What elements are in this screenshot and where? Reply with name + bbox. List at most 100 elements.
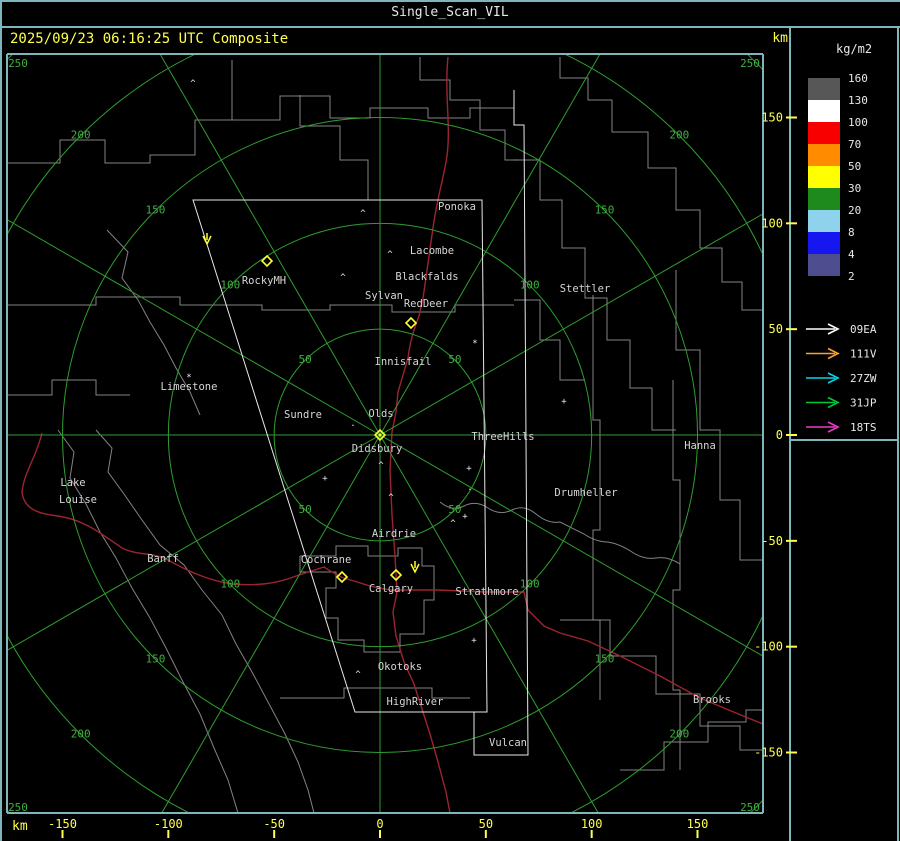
storm-motion-arrow [410, 561, 420, 574]
site-marker: ^ [388, 493, 394, 503]
ring-distance-label: 100 [520, 578, 540, 591]
legend-scale-value: 30 [848, 182, 861, 195]
right-axis-tick-label: 50 [769, 322, 783, 336]
bottom-axis-tick-label: -150 [48, 817, 77, 831]
site-marker: ^ [378, 461, 384, 471]
town-label: ThreeHills [471, 431, 534, 443]
county-boundary [232, 95, 514, 121]
town-label: Lake [60, 477, 85, 489]
legend-scale-value: 4 [848, 248, 855, 261]
storm-motion-arrow [202, 233, 212, 246]
radial-line [8, 434, 381, 651]
radar-site-marker [373, 428, 387, 442]
legend-color-block [808, 122, 840, 144]
right-axis-tick-label: -100 [754, 640, 783, 654]
town-label: RedDeer [404, 298, 448, 310]
radial-line [379, 434, 762, 657]
legend-scale-value: 50 [848, 160, 861, 173]
county-boundary [620, 709, 762, 771]
ring-distance-label: 250 [8, 801, 28, 814]
county-boundary [8, 379, 130, 396]
radar-id-arrow [806, 347, 840, 360]
town-label: Innisfail [375, 356, 432, 368]
radar-id-label: 111V [850, 348, 877, 361]
town-label: Sylvan [365, 290, 403, 302]
right-axis-unit: km [772, 31, 788, 46]
county-boundary [280, 687, 470, 699]
county-boundary [106, 229, 201, 416]
site-marker: * [186, 373, 191, 383]
site-marker: + [561, 397, 567, 407]
radial-line [8, 219, 381, 436]
radar-id-label: 18TS [850, 421, 877, 434]
town-label: Louise [59, 494, 97, 506]
county-boundary [514, 159, 676, 431]
radar-id-arrow [806, 421, 840, 433]
town-label: Drumheller [554, 487, 617, 499]
legend-color-block [808, 166, 840, 188]
window-title: Single_Scan_VIL [391, 5, 509, 20]
right-axis-tick-label: -50 [761, 534, 783, 548]
bottom-axis-unit: km [12, 819, 28, 834]
bottom-axis-tick-label: -50 [263, 817, 285, 831]
radar-id-label: 31JP [850, 397, 877, 410]
county-boundary [95, 429, 315, 812]
bottom-axis-tick-label: 0 [376, 817, 383, 831]
right-axis-tick-label: -150 [754, 746, 783, 760]
legend-scale-value: 2 [848, 270, 855, 283]
county-boundary [514, 299, 585, 381]
legend-color-block [808, 210, 840, 232]
county-boundary [299, 95, 369, 200]
radial-line [160, 55, 381, 436]
county-boundary [299, 545, 435, 653]
county-boundary [560, 619, 762, 751]
ring-distance-label: 200 [71, 129, 91, 142]
site-marker: + [466, 464, 472, 474]
town-label: Brooks [693, 694, 731, 706]
ring-distance-label: 200 [669, 727, 689, 740]
city-diamond-marker [335, 570, 349, 584]
legend-scale-value: 70 [848, 138, 861, 151]
site-marker: ^ [360, 209, 366, 219]
radar-id-label: 27ZW [850, 372, 877, 385]
bottom-axis-tick-label: 150 [687, 817, 709, 831]
town-label: Vulcan [489, 737, 527, 749]
ring-distance-label: 100 [220, 578, 240, 591]
city-diamond-marker [389, 568, 403, 582]
ring-distance-label: 150 [595, 203, 615, 216]
ring-distance-label: 150 [146, 203, 166, 216]
highway [389, 56, 451, 812]
site-marker: + [471, 636, 477, 646]
legend-scale-value: 100 [848, 116, 868, 129]
legend-color-block [808, 100, 840, 122]
town-label: Cochrane [301, 554, 352, 566]
site-marker: . [467, 483, 472, 493]
ring-distance-label: 250 [740, 801, 760, 814]
site-marker: ^ [387, 250, 393, 260]
town-label: Didsbury [352, 443, 403, 455]
town-label: Olds [368, 408, 393, 420]
radial-line [161, 434, 381, 812]
site-marker: . [350, 419, 355, 429]
town-label: Okotoks [378, 661, 422, 673]
town-label: Hanna [684, 440, 716, 452]
legend-scale-value: 160 [848, 72, 868, 85]
ring-distance-label: 150 [146, 653, 166, 666]
site-marker: ^ [355, 670, 361, 680]
scan-timestamp: 2025/09/23 06:16:25 UTC Composite [10, 31, 289, 47]
ring-distance-label: 50 [299, 353, 312, 366]
city-diamond-marker [260, 254, 274, 268]
scan-overlay [473, 90, 529, 756]
radial-line [379, 434, 599, 812]
county-boundary [559, 57, 762, 311]
town-label: Calgary [369, 583, 413, 595]
right-axis-tick-label: 0 [776, 428, 783, 442]
radial-line [379, 55, 600, 436]
ring-distance-label: 50 [448, 503, 461, 516]
county-boundary [419, 57, 519, 161]
ring-distance-label: 100 [220, 278, 240, 291]
town-label: Limestone [161, 381, 218, 393]
town-label: Lacombe [410, 245, 454, 257]
